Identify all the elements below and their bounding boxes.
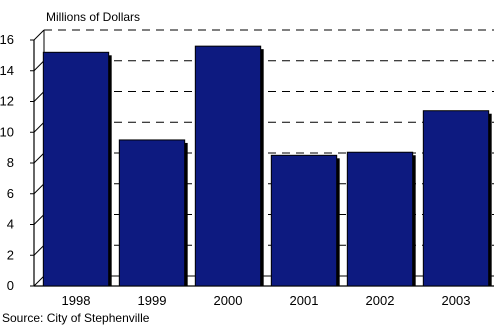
y-tick-label: 2 — [7, 247, 14, 262]
y-tick-label: 0 — [7, 278, 14, 293]
y-tick-label: 12 — [0, 94, 14, 109]
y-tick-label: 10 — [0, 124, 14, 139]
bars — [42, 45, 492, 287]
wall-tick — [33, 183, 45, 195]
y-ticks: 0 2 4 6 8 10 12 14 16 — [0, 32, 34, 293]
x-tick-label: 1998 — [62, 293, 91, 308]
y-tick-label: 6 — [7, 186, 14, 201]
wall-tick — [33, 275, 45, 287]
wall-tick — [33, 214, 45, 225]
y-tick-label: 8 — [7, 155, 14, 170]
wall-tick — [33, 60, 45, 72]
bar-2000 — [194, 45, 262, 287]
wall-tick — [33, 121, 45, 133]
wall-tick — [33, 91, 45, 102]
bar-2002 — [346, 151, 414, 287]
x-tick-label: 2001 — [290, 293, 319, 308]
bar-2001 — [270, 154, 338, 287]
y-tick-label: 14 — [0, 63, 14, 78]
x-tick-label: 2002 — [366, 293, 395, 308]
bar-2003 — [422, 110, 490, 287]
x-tick-label: 2003 — [442, 293, 471, 308]
x-ticks: 1998 1999 2000 2001 2002 2003 — [62, 293, 471, 308]
y-axis-label: Millions of Dollars — [46, 10, 140, 24]
wall-tick — [33, 29, 45, 41]
bar-1999 — [118, 139, 186, 287]
x-tick-label: 1999 — [138, 293, 167, 308]
bar-1998 — [42, 51, 110, 287]
wall-tick — [33, 244, 45, 256]
y-tick-label: 16 — [0, 32, 14, 47]
y-tick-label: 4 — [7, 217, 14, 232]
x-tick-label: 2000 — [214, 293, 243, 308]
wall-tick — [33, 152, 45, 164]
source-note: Source: City of Stephenville — [2, 311, 150, 325]
